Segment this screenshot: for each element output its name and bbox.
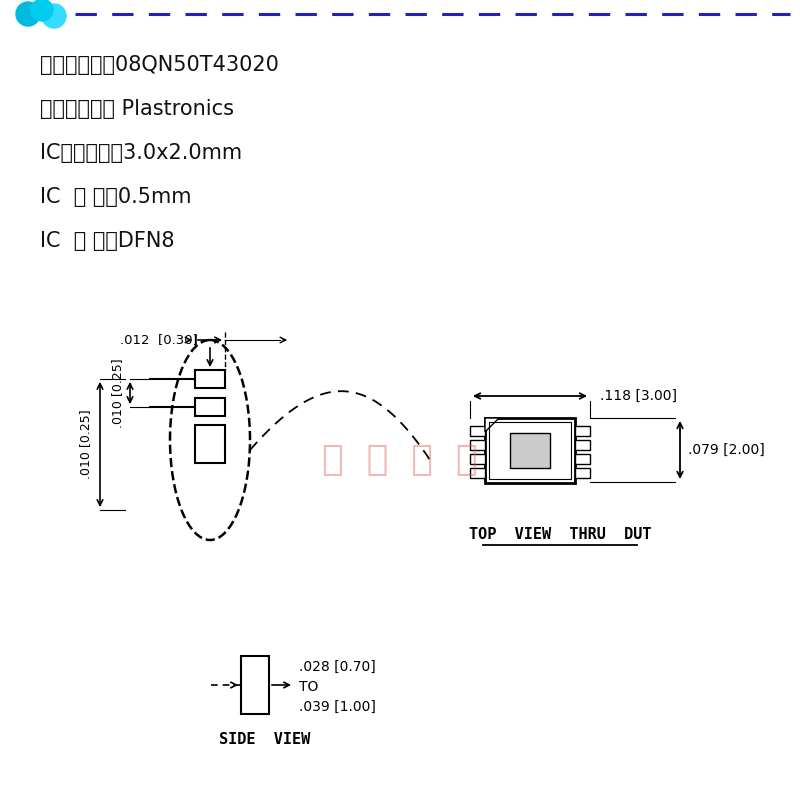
Polygon shape (485, 418, 499, 432)
Bar (195, 370, 225, 388)
Bar (241, 656, 269, 714)
Text: TO: TO (299, 680, 318, 694)
Bar (510, 433, 550, 468)
Text: .012  [0.30]: .012 [0.30] (120, 334, 198, 346)
Text: TOP  VIEW  THRU  DUT: TOP VIEW THRU DUT (469, 527, 651, 542)
Text: .010 [0.25]: .010 [0.25] (111, 358, 125, 428)
Bar (575, 454, 590, 464)
Bar (470, 426, 485, 436)
Text: IC  封 装：DFN8: IC 封 装：DFN8 (40, 231, 174, 251)
Text: .010 [0.25]: .010 [0.25] (79, 410, 93, 479)
Text: .039 [1.00]: .039 [1.00] (299, 700, 376, 714)
Text: 鸿  怡  电  子: 鸿 怡 电 子 (322, 443, 478, 477)
Text: 测试座型号：08QN50T43020: 测试座型号：08QN50T43020 (40, 55, 279, 75)
Bar (470, 468, 485, 478)
Bar (195, 398, 225, 416)
Text: IC整体宽度：3.0x2.0mm: IC整体宽度：3.0x2.0mm (40, 143, 242, 163)
Bar (470, 440, 485, 450)
Bar (575, 440, 590, 450)
Bar (575, 426, 590, 436)
Circle shape (31, 0, 53, 21)
Bar (485, 418, 575, 483)
Text: .079 [2.00]: .079 [2.00] (688, 443, 765, 457)
Circle shape (42, 4, 66, 28)
Text: SIDE  VIEW: SIDE VIEW (219, 732, 310, 747)
Bar (470, 454, 485, 464)
Bar (195, 425, 225, 463)
Bar (575, 468, 590, 478)
Text: .028 [0.70]: .028 [0.70] (299, 660, 376, 674)
Text: .118 [3.00]: .118 [3.00] (600, 389, 677, 403)
Bar (489, 422, 571, 479)
Text: 测试座品牌： Plastronics: 测试座品牌： Plastronics (40, 99, 234, 119)
Text: IC  间 距：0.5mm: IC 间 距：0.5mm (40, 187, 191, 207)
Circle shape (16, 2, 40, 26)
